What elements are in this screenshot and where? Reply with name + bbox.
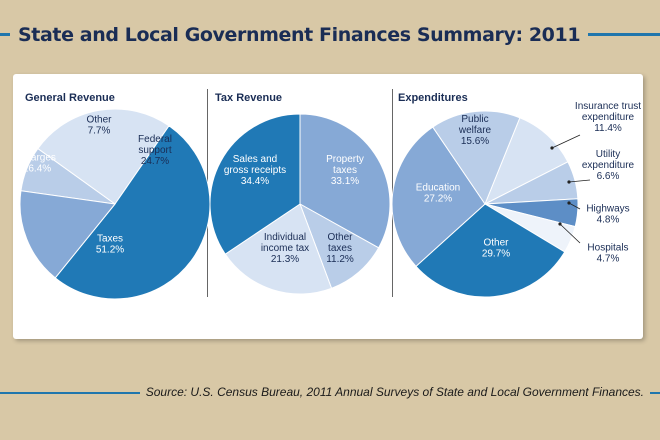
source-banner: Source: U.S. Census Bureau, 2011 Annual … (139, 383, 650, 401)
tax-revenue-title: Tax Revenue (215, 92, 283, 104)
pie-2-label-6: Public welfare 15.6% (458, 114, 492, 147)
pie-2-label-5: Education 27.2% (416, 183, 460, 205)
pie-2-slice-0 (484, 117, 569, 206)
pie-0-slice-2 (54, 125, 211, 300)
pie-2-label-2: Highways 4.8% (586, 204, 629, 226)
pie-1-slice-3 (209, 113, 301, 255)
pie-2-label-0: Insurance trust expenditure 11.4% (575, 101, 641, 134)
pie-1-label-0: Property taxes 33.1% (326, 154, 364, 187)
pie-2-leader-2 (568, 202, 581, 210)
pie-0-slice-3 (19, 190, 116, 279)
expenditures-title: Expenditures (398, 92, 468, 104)
pie-0-label-0: Other 7.7% (86, 115, 112, 137)
pie-1-label-3: Sales and gross receipts 34.4% (224, 154, 286, 187)
pie-2-label-4: Other 29.7% (482, 238, 510, 260)
pie-2-slice-5 (391, 126, 486, 268)
general-revenue-title: General Revenue (25, 92, 115, 104)
title-banner: State and Local Government Finances Summ… (10, 24, 589, 48)
pie-2-leader-dot-1 (567, 180, 571, 184)
pie-2-leader-0 (551, 134, 581, 149)
pie-0-label-2: Taxes 51.2% (96, 234, 124, 256)
page-title: State and Local Government Finances Summ… (18, 24, 581, 46)
pie-1-label-1: Other taxes 11.2% (326, 232, 354, 265)
pie-2-slice-4 (415, 203, 566, 298)
pie-1-slice-0 (299, 113, 391, 249)
source-note: Source: U.S. Census Bureau, 2011 Annual … (145, 385, 644, 399)
pie-2-leader-1 (568, 179, 591, 183)
pie-2-label-3: Hospitals 4.7% (587, 243, 628, 265)
pie-2-leader-dot-0 (550, 146, 554, 150)
pie-2-leader-dot-2 (567, 201, 571, 205)
pie-2-leader-dot-3 (558, 222, 562, 226)
pie-1-slice-1 (299, 202, 380, 289)
pie-0-slice-1 (37, 108, 170, 205)
pie-2-slice-6 (432, 110, 521, 206)
pie-1-label-2: Individual income tax 21.3% (261, 232, 309, 265)
pie-2-leader-3 (559, 223, 581, 244)
pie-2-label-1: Utility expenditure 6.6% (582, 149, 635, 182)
pie-0-label-3: Charges 16.4% (18, 153, 56, 175)
pie-0-label-1: Federal support 24.7% (138, 134, 172, 167)
pie-1-slice-2 (224, 203, 333, 295)
